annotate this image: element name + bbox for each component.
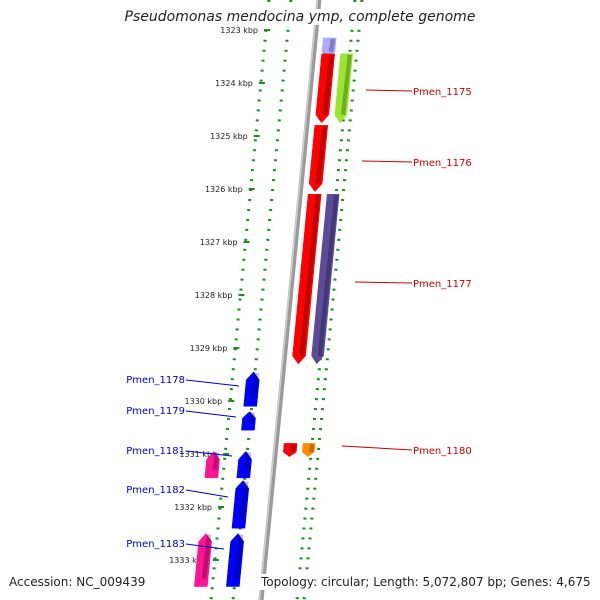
gene-arrow bbox=[236, 450, 252, 479]
gene-arrow bbox=[226, 533, 244, 587]
gene-label-right: Pmen_1175 bbox=[413, 87, 472, 98]
gene-label-right: Pmen_1176 bbox=[413, 158, 472, 169]
gene-label-left: Pmen_1182 bbox=[126, 485, 185, 496]
gene-features bbox=[194, 37, 353, 587]
gene-arrow bbox=[204, 450, 220, 479]
gene-label-leader bbox=[354, 281, 413, 284]
gene-label-leader bbox=[361, 160, 413, 163]
scale-tick-label: 1331 kbp bbox=[179, 450, 217, 459]
gene-arrow-shade bbox=[308, 444, 315, 453]
gene-arrow-shade bbox=[239, 481, 249, 521]
gene-arrow bbox=[308, 125, 329, 193]
scale-tick-label: 1327 kbp bbox=[200, 238, 238, 247]
scale-tick-label: 1330 kbp bbox=[185, 397, 223, 406]
scale-tick-label: 1326 kbp bbox=[205, 185, 243, 194]
gene-arrow-shade bbox=[212, 452, 220, 471]
gene-arrow-shade bbox=[315, 126, 327, 184]
gene-label-leader bbox=[365, 89, 413, 92]
gene-label-right: Pmen_1180 bbox=[413, 446, 472, 457]
genome-backbone bbox=[258, 0, 322, 600]
scale-tick-label: 1325 kbp bbox=[210, 132, 248, 141]
gene-arrow-shade bbox=[340, 54, 352, 115]
map-title: Pseudomonas mendocina ymp, complete geno… bbox=[0, 9, 600, 25]
kbp-scale: 1323 kbp 1324 kbp 1325 kbp 1326 kbp 1327 kbp… bbox=[169, 26, 270, 565]
topology-text: Topology: circular; Length: 5,072,807 bp… bbox=[259, 574, 593, 590]
gene-arrow-shade bbox=[248, 412, 256, 425]
gene-arrow-shade bbox=[290, 444, 297, 453]
gene-label-leader bbox=[185, 379, 240, 387]
scale-tick-label: 1329 kbp bbox=[190, 344, 228, 353]
gene-label-left: Pmen_1183 bbox=[126, 539, 185, 550]
gene-arrow bbox=[311, 194, 340, 365]
gene-arrow-shade bbox=[201, 534, 212, 579]
scale-tick-label: 1328 kbp bbox=[195, 291, 233, 300]
gene-label-leader bbox=[341, 445, 413, 451]
gene-label-left: Pmen_1181 bbox=[126, 446, 185, 457]
gene-label-leader bbox=[185, 450, 233, 457]
gene-arrow bbox=[334, 53, 353, 124]
scale-tick-label: 1333 kbp bbox=[169, 556, 207, 565]
gene-arrow-shade bbox=[322, 54, 334, 116]
scale-tick-label: 1323 kbp bbox=[220, 26, 258, 35]
gene-arrow-shade bbox=[299, 195, 321, 357]
scale-tick-label: 1332 kbp bbox=[174, 503, 212, 512]
gene-arrow bbox=[283, 443, 298, 457]
gene-arrow-shade bbox=[317, 195, 339, 357]
dotted-track-line bbox=[231, 0, 293, 600]
gene-label-left: Pmen_1178 bbox=[126, 375, 185, 386]
gene-arrow-shade bbox=[328, 38, 336, 53]
gene-labels: Pmen_1175 Pmen_1176 Pmen_1177 Pmen_1180 Pmen… bbox=[126, 87, 471, 550]
gene-arrow bbox=[302, 443, 316, 457]
gene-arrow bbox=[243, 371, 260, 407]
gene-label-leader bbox=[185, 410, 237, 418]
gene-arrow bbox=[315, 53, 335, 124]
gene-arrow-shade bbox=[244, 452, 252, 471]
gene-label-leader bbox=[185, 489, 229, 498]
backbone-line bbox=[258, 0, 322, 600]
gene-arrow-shade bbox=[233, 534, 244, 579]
gene-label-right: Pmen_1177 bbox=[413, 279, 472, 290]
backbone-highlight bbox=[258, 0, 319, 600]
dotted-track-line bbox=[302, 0, 364, 600]
gene-arrow bbox=[231, 480, 250, 529]
accession-text: Accession: NC_009439 bbox=[7, 574, 148, 590]
dotted-track-line bbox=[209, 0, 271, 600]
gene-label-leader bbox=[185, 543, 225, 550]
gene-label-left: Pmen_1179 bbox=[126, 406, 185, 417]
scale-tick-label: 1324 kbp bbox=[215, 79, 253, 88]
gene-arrow bbox=[292, 194, 322, 365]
gene-arrow-shade bbox=[251, 372, 260, 399]
gene-arrow bbox=[241, 411, 256, 431]
